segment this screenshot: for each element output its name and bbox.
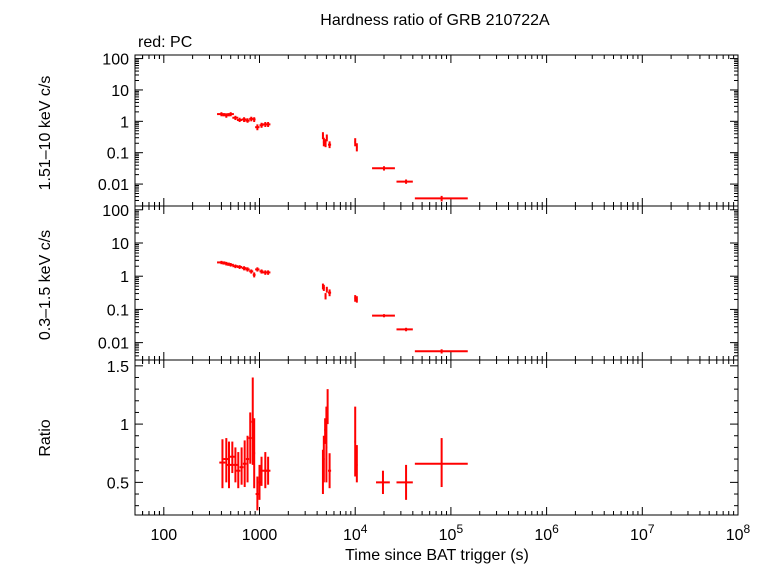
data-point bbox=[355, 445, 358, 483]
data-point bbox=[372, 166, 395, 171]
panel-frame-ratio bbox=[134, 359, 739, 516]
data-point bbox=[236, 452, 241, 489]
y-tick-label: 0.01 bbox=[98, 336, 129, 353]
y-tick-label: 1 bbox=[120, 417, 129, 434]
y-axis-label-hard: 1.51–10 keV c/s bbox=[37, 76, 54, 191]
y-tick-label: 1 bbox=[120, 114, 129, 131]
data-point bbox=[324, 139, 327, 148]
data-point bbox=[217, 260, 226, 265]
data-point bbox=[372, 314, 395, 318]
data-point bbox=[249, 116, 254, 122]
data-point bbox=[322, 137, 325, 147]
chart-title: Hardness ratio of GRB 210722A bbox=[320, 12, 550, 29]
data-point bbox=[265, 456, 271, 485]
data-point bbox=[232, 115, 239, 121]
data-point bbox=[396, 464, 413, 500]
data-point bbox=[322, 284, 325, 291]
x-tick-label: 106 bbox=[534, 522, 559, 544]
y-tick-label: 1 bbox=[120, 269, 129, 286]
y-tick-label: 0.1 bbox=[107, 302, 129, 319]
data-point bbox=[396, 179, 413, 184]
plot-area: 100 10 1 0.1 0.01 100 10 1 0.1 0.01 1.5 1 0.5 100 1000… bbox=[98, 52, 751, 544]
data-point bbox=[229, 441, 235, 474]
panel-hard: 100 10 1 0.1 0.01 bbox=[98, 52, 739, 207]
data-point bbox=[227, 112, 234, 117]
data-point bbox=[354, 295, 357, 302]
y-tick-label: 0.1 bbox=[107, 146, 129, 163]
x-tick-label: 100 bbox=[150, 527, 177, 544]
data-point bbox=[328, 453, 332, 489]
y-tick-label: 10 bbox=[111, 83, 129, 100]
data-point bbox=[265, 270, 271, 275]
data-point bbox=[325, 134, 328, 142]
data-point bbox=[376, 470, 390, 495]
panel-ratio: 1.5 1 0.5 bbox=[107, 359, 739, 516]
data-point bbox=[219, 439, 226, 489]
y-tick-label: 0.5 bbox=[107, 475, 129, 492]
data-point bbox=[249, 269, 254, 274]
y-tick-label: 1.5 bbox=[107, 359, 129, 376]
data-point bbox=[245, 267, 250, 272]
data-point bbox=[227, 262, 234, 267]
data-point bbox=[222, 261, 230, 266]
data-point bbox=[355, 143, 358, 152]
data-point bbox=[245, 118, 250, 123]
data-point bbox=[233, 447, 238, 483]
data-point bbox=[241, 117, 247, 123]
data-point bbox=[259, 269, 264, 274]
y-tick-label: 100 bbox=[102, 52, 129, 69]
data-point bbox=[414, 438, 468, 488]
panel-soft: 100 10 1 0.1 0.01 bbox=[98, 203, 739, 361]
x-axis-label: Time since BAT trigger (s) bbox=[345, 547, 529, 564]
data-point bbox=[245, 435, 250, 483]
data-point bbox=[355, 296, 358, 303]
data-point bbox=[354, 138, 357, 147]
data-point bbox=[414, 349, 468, 354]
y-tick-label: 100 bbox=[102, 203, 129, 220]
data-point bbox=[253, 418, 256, 489]
x-tick-label: 107 bbox=[630, 522, 655, 544]
data-point bbox=[396, 327, 413, 332]
data-point bbox=[236, 117, 243, 123]
y-axis-label-ratio: Ratio bbox=[37, 419, 54, 456]
data-point bbox=[325, 406, 328, 483]
data-point bbox=[328, 289, 332, 297]
data-point bbox=[252, 117, 256, 123]
y-tick-label: 10 bbox=[111, 236, 129, 253]
panel-frame-hard bbox=[134, 54, 739, 207]
panel-frame-soft bbox=[134, 205, 739, 361]
data-point bbox=[255, 476, 260, 511]
data-point bbox=[324, 293, 327, 300]
y-axis-label-soft: 0.3–1.5 keV c/s bbox=[37, 230, 54, 340]
data-point bbox=[414, 195, 468, 202]
data-point bbox=[255, 124, 260, 131]
data-point bbox=[248, 412, 252, 464]
data-point bbox=[325, 286, 328, 293]
y-tick-label: 0.01 bbox=[98, 177, 129, 194]
data-point bbox=[222, 113, 230, 118]
x-tick-label: 1000 bbox=[242, 527, 278, 544]
data-point bbox=[226, 441, 232, 489]
data-point bbox=[241, 266, 247, 271]
x-tick-label: 108 bbox=[726, 522, 751, 544]
data-point bbox=[322, 435, 325, 483]
data-point bbox=[239, 447, 244, 485]
x-tick-label: 104 bbox=[343, 522, 368, 544]
data-point bbox=[326, 389, 329, 425]
data-point bbox=[259, 456, 264, 486]
data-point bbox=[252, 272, 256, 278]
legend-label: red: PC bbox=[138, 34, 192, 51]
data-point bbox=[265, 122, 271, 127]
data-point bbox=[236, 265, 243, 269]
data-point bbox=[217, 112, 226, 117]
data-point bbox=[255, 267, 260, 272]
data-point bbox=[242, 440, 247, 488]
x-tick-label: 105 bbox=[439, 522, 464, 544]
data-point bbox=[328, 141, 332, 149]
data-point bbox=[354, 406, 357, 477]
